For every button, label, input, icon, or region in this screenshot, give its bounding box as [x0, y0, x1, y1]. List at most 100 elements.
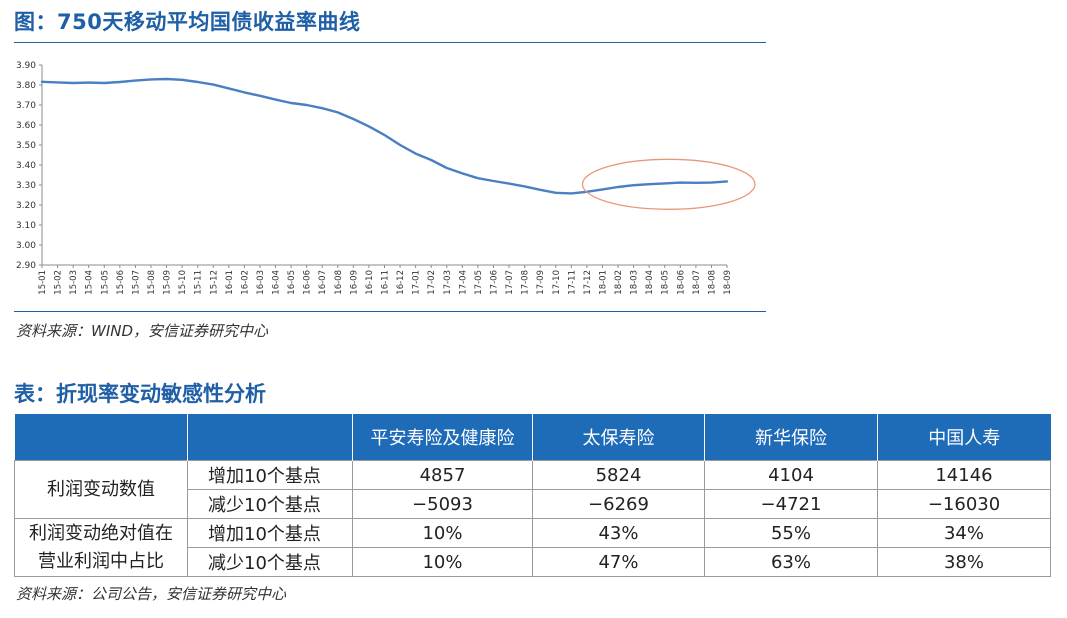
y-tick-label: 3.00: [16, 241, 36, 251]
row-label: 增加10个基点: [187, 460, 353, 490]
table-source: 资料来源：公司公告，安信证券研究中心: [16, 585, 287, 603]
group-label-line: 营业利润中占比: [38, 550, 164, 572]
table-row: 利润变动数值 增加10个基点 4857 5824 4104 14146: [14, 460, 1051, 519]
x-tick-label: 16-10: [365, 270, 375, 295]
table-cell: 47%: [532, 547, 705, 577]
x-tick-label: 15-09: [163, 270, 173, 295]
table-cell: 5824: [532, 460, 705, 490]
chart-source: 资料来源：WIND，安信证券研究中心: [16, 322, 269, 340]
yield-series-line: [40, 77, 729, 195]
x-tick-label: 15-05: [100, 270, 110, 295]
table-title: 表：折现率变动敏感性分析: [14, 382, 266, 406]
chart-divider: [14, 311, 766, 312]
x-tick-label: 15-04: [85, 270, 95, 295]
x-tick-label: 18-06: [676, 270, 686, 295]
x-tick-label: 15-07: [131, 270, 141, 295]
x-tick-label: 16-07: [318, 270, 328, 295]
x-tick-label: 16-02: [240, 270, 250, 295]
yield-chart: 2.90 3.00 3.10 3.20 3.30 3.40 3.50 3.60 3.70 3.80…: [0, 52, 770, 312]
table-cell: 55%: [704, 518, 878, 548]
y-tick-label: 2.90: [16, 261, 36, 271]
x-tick-label: 18-03: [630, 270, 640, 295]
y-tick-label: 3.90: [16, 61, 36, 71]
chart-svg: 2.90 3.00 3.10 3.20 3.30 3.40 3.50 3.60 3.70 3.80…: [16, 61, 756, 295]
x-tick-label: 16-06: [303, 270, 313, 295]
x-tick-label: 16-11: [381, 270, 391, 295]
sensitivity-table: 平安寿险及健康险 太保寿险 新华保险 中国人寿 利润变动数值 增加10个基点 4…: [14, 414, 1051, 577]
table-cell: 63%: [704, 547, 878, 577]
row-label: 增加10个基点: [187, 518, 353, 548]
group-label: 利润变动数值: [14, 460, 188, 519]
y-tick-label: 3.30: [16, 181, 36, 191]
x-tick-label: 17-01: [412, 270, 422, 295]
x-tick-label: 18-05: [661, 270, 671, 295]
x-tick-label: 15-10: [178, 270, 188, 295]
table-cell: 10%: [352, 518, 533, 548]
x-tick-label: 15-06: [116, 270, 126, 295]
x-tick-label: 16-01: [225, 270, 235, 295]
x-tick-label: 17-05: [474, 270, 484, 295]
x-tick-label: 15-01: [38, 270, 48, 295]
x-tick-label: 17-04: [458, 270, 468, 295]
y-tick-label: 3.20: [16, 201, 36, 211]
table-cell: −5093: [352, 489, 533, 519]
x-tick-label: 16-04: [272, 270, 282, 295]
x-tick-label: 16-12: [396, 270, 406, 295]
highlight-ellipse: [581, 158, 756, 210]
x-tick-label: 15-08: [147, 270, 157, 295]
header-cell: 新华保险: [704, 414, 878, 461]
x-tick-label: 17-10: [552, 270, 562, 295]
row-label: 减少10个基点: [187, 547, 353, 577]
x-tick-label: 15-03: [69, 270, 79, 295]
row-label: 减少10个基点: [187, 489, 353, 519]
x-tick-label: 16-08: [334, 270, 344, 295]
table-cell: 38%: [877, 547, 1051, 577]
y-tick-label: 3.60: [16, 121, 36, 131]
y-tick-label: 3.70: [16, 101, 36, 111]
x-tick-label: 17-09: [536, 270, 546, 295]
x-tick-label: 15-12: [209, 270, 219, 295]
header-cell: [14, 414, 188, 461]
table-cell: 4104: [704, 460, 878, 490]
table-cell: −4721: [704, 489, 878, 519]
table-cell: 43%: [532, 518, 705, 548]
table-cell: 4857: [352, 460, 533, 490]
table-cell: 34%: [877, 518, 1051, 548]
header-cell: 平安寿险及健康险: [352, 414, 533, 461]
x-tick-label: 16-09: [349, 270, 359, 295]
y-tick-label: 3.80: [16, 81, 36, 91]
header-cell: 中国人寿: [877, 414, 1051, 461]
x-tick-label: 18-01: [598, 270, 608, 295]
x-tick-label: 18-09: [723, 270, 733, 295]
group-label-line: 利润变动绝对值在: [29, 522, 173, 544]
table-cell: −16030: [877, 489, 1051, 519]
group-label: 利润变动绝对值在 营业利润中占比: [14, 518, 188, 577]
x-tick-label: 17-06: [489, 270, 499, 295]
x-tick-label: 15-11: [194, 270, 204, 295]
header-cell: [187, 414, 353, 461]
table-cell: 10%: [352, 547, 533, 577]
x-tick-label: 17-02: [427, 270, 437, 295]
x-tick-label: 17-12: [583, 270, 593, 295]
y-tick-label: 3.50: [16, 141, 36, 151]
figure-title: 图：750天移动平均国债收益率曲线: [14, 10, 361, 34]
header-cell: 太保寿险: [532, 414, 705, 461]
x-tick-label: 17-11: [567, 270, 577, 295]
table-cell: 14146: [877, 460, 1051, 490]
x-tick-label: 17-03: [443, 270, 453, 295]
x-tick-label: 18-04: [645, 270, 655, 295]
table-cell: −6269: [532, 489, 705, 519]
title-divider: [14, 42, 766, 43]
x-tick-label: 17-07: [505, 270, 515, 295]
x-tick-label: 18-02: [614, 270, 624, 295]
table-header-row: 平安寿险及健康险 太保寿险 新华保险 中国人寿: [14, 414, 1051, 461]
y-tick-label: 3.40: [16, 161, 36, 171]
x-tick-label: 17-08: [521, 270, 531, 295]
x-tick-label: 15-02: [54, 270, 64, 295]
x-tick-label: 18-07: [692, 270, 702, 295]
y-tick-label: 3.10: [16, 221, 36, 231]
x-tick-label: 18-08: [707, 270, 717, 295]
table-row: 减少10个基点 10% 47% 63% 38%: [15, 547, 1051, 577]
x-tick-label: 16-03: [256, 270, 266, 295]
x-tick-label: 16-05: [287, 270, 297, 295]
